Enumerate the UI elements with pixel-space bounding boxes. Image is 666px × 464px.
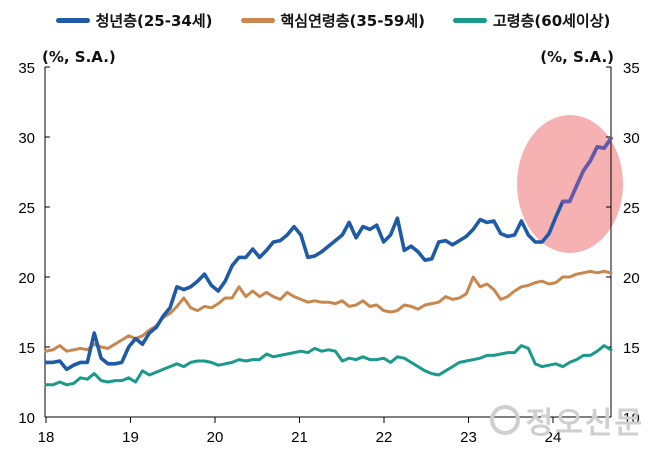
y-tick-label-right: 15 xyxy=(623,340,640,357)
legend-swatch-youth xyxy=(55,18,90,23)
y-tick-label-left: 30 xyxy=(18,130,35,147)
x-tick-label: 24 xyxy=(545,429,562,446)
y-tick-label-right: 30 xyxy=(623,130,640,147)
x-tick-label: 18 xyxy=(38,429,55,446)
y-tick-label-left: 10 xyxy=(18,410,35,427)
highlight-ellipse xyxy=(517,115,623,253)
x-tick-label: 20 xyxy=(207,429,224,446)
x-tick-label: 21 xyxy=(291,429,308,446)
y-tick-label-left: 15 xyxy=(18,340,35,357)
legend-swatch-elderly xyxy=(453,18,487,23)
x-tick-label: 23 xyxy=(460,429,477,446)
legend-label-core: 핵심연령층(35-59세) xyxy=(280,12,426,30)
watermark-logo-icon xyxy=(489,405,520,435)
y-tick-label-left: 20 xyxy=(18,270,35,287)
watermark: 정오신문 xyxy=(489,398,644,442)
legend-item-elderly: 고령층(60세이상) xyxy=(453,10,610,31)
y-tick-label-right: 35 xyxy=(623,60,640,77)
x-tick-label: 19 xyxy=(122,429,139,446)
y-tick-label-right: 10 xyxy=(623,410,640,427)
series-line-youth xyxy=(44,136,613,372)
legend-swatch-core xyxy=(240,18,275,23)
left-unit-label: (%, S.A.) xyxy=(42,48,116,66)
legend: 청년층(25-34세) 핵심연령층(35-59세) 고령층(60세이상) xyxy=(0,10,666,31)
y-tick-label-right: 25 xyxy=(623,200,640,217)
series-line-youth-highlighted xyxy=(560,136,613,204)
y-tick-label-right: 20 xyxy=(623,270,640,287)
legend-item-core: 핵심연령층(35-59세) xyxy=(240,10,426,31)
right-unit-label: (%, S.A.) xyxy=(540,48,614,66)
legend-label-elderly: 고령층(60세이상) xyxy=(493,12,611,30)
y-tick-label-left: 35 xyxy=(18,60,35,77)
y-tick-label-left: 25 xyxy=(18,200,35,217)
series-line-elderly xyxy=(44,344,613,387)
x-tick-label: 22 xyxy=(376,429,393,446)
series-line-core xyxy=(44,269,613,353)
legend-label-youth: 청년층(25-34세) xyxy=(95,12,213,30)
legend-item-youth: 청년층(25-34세) xyxy=(55,10,213,31)
watermark-text: 정오신문 xyxy=(525,406,644,441)
